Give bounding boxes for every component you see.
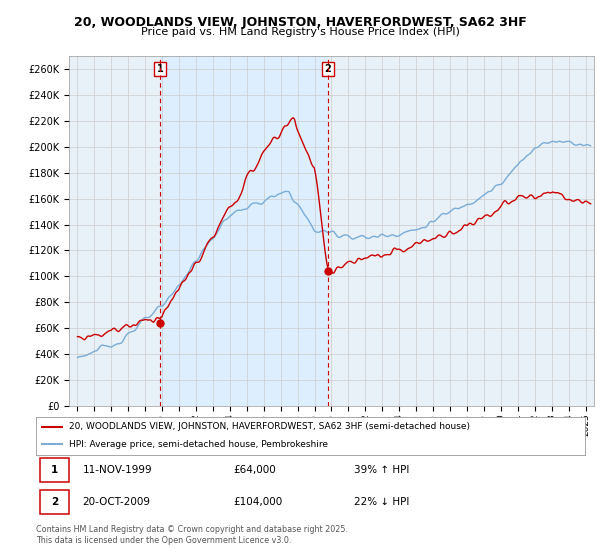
Text: Price paid vs. HM Land Registry's House Price Index (HPI): Price paid vs. HM Land Registry's House … — [140, 27, 460, 37]
Text: £104,000: £104,000 — [233, 497, 283, 507]
Text: 20, WOODLANDS VIEW, JOHNSTON, HAVERFORDWEST, SA62 3HF: 20, WOODLANDS VIEW, JOHNSTON, HAVERFORDW… — [74, 16, 526, 29]
Text: 11-NOV-1999: 11-NOV-1999 — [83, 465, 152, 475]
Text: 22% ↓ HPI: 22% ↓ HPI — [355, 497, 410, 507]
Text: £64,000: £64,000 — [233, 465, 277, 475]
Text: 2: 2 — [325, 64, 331, 74]
Text: HPI: Average price, semi-detached house, Pembrokeshire: HPI: Average price, semi-detached house,… — [69, 440, 328, 449]
Text: 39% ↑ HPI: 39% ↑ HPI — [355, 465, 410, 475]
Bar — [40, 490, 69, 514]
Text: 20, WOODLANDS VIEW, JOHNSTON, HAVERFORDWEST, SA62 3HF (semi-detached house): 20, WOODLANDS VIEW, JOHNSTON, HAVERFORDW… — [69, 422, 470, 431]
Text: 20-OCT-2009: 20-OCT-2009 — [83, 497, 151, 507]
Text: Contains HM Land Registry data © Crown copyright and database right 2025.
This d: Contains HM Land Registry data © Crown c… — [36, 525, 348, 545]
Text: 1: 1 — [51, 465, 58, 475]
Text: 2: 2 — [51, 497, 58, 507]
Text: 1: 1 — [157, 64, 163, 74]
Bar — [40, 459, 69, 482]
Bar — [160, 56, 328, 406]
